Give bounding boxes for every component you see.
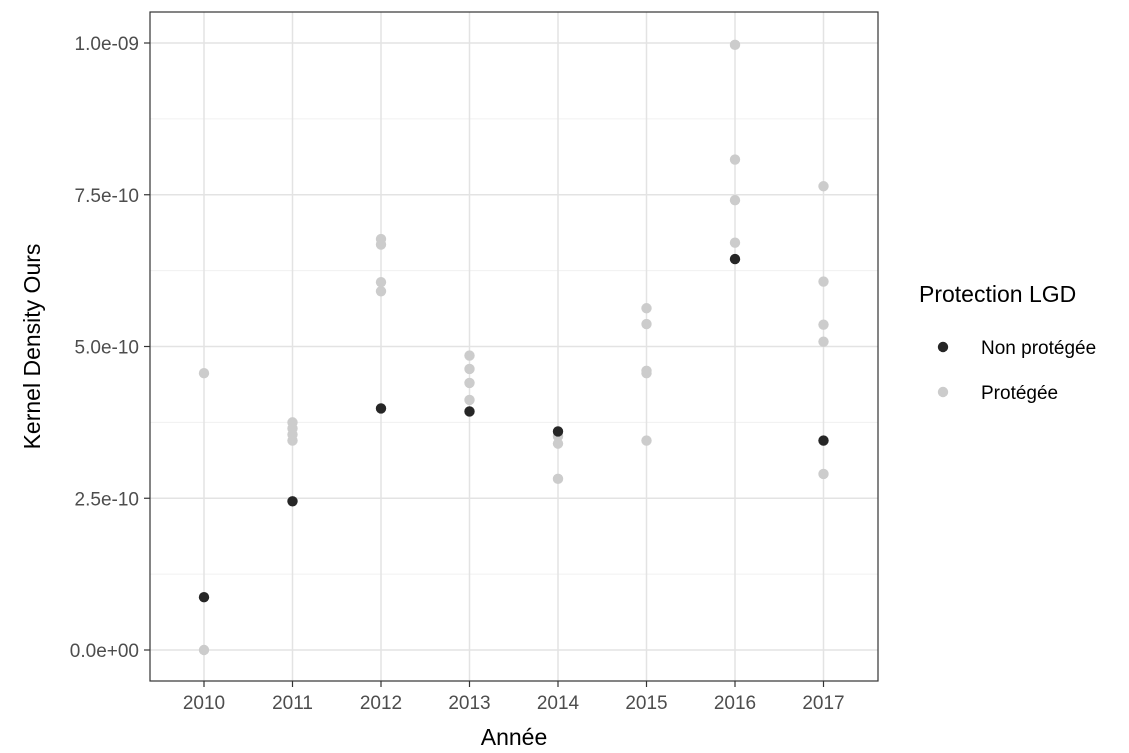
data-point: [198, 591, 210, 603]
data-point: [818, 336, 829, 347]
legend-title: Protection LGD: [919, 281, 1076, 307]
legend-label: Non protégée: [981, 338, 1096, 359]
y-tick-label: 2.5e-10: [75, 489, 139, 510]
x-tick-label: 2012: [360, 693, 402, 714]
data-point: [818, 435, 829, 446]
data-point: [818, 276, 829, 287]
y-tick-label: 7.5e-10: [75, 186, 139, 207]
data-point: [287, 417, 298, 428]
data-point: [818, 319, 829, 330]
data-point: [729, 195, 741, 206]
minor-gridlines: [150, 118, 878, 575]
data-point: [198, 368, 210, 379]
data-point: [552, 426, 564, 437]
data-point: [375, 276, 387, 288]
data-point: [641, 303, 652, 314]
x-axis-title: Année: [481, 724, 548, 750]
data-points: [198, 39, 829, 656]
x-axis: 2010 2011 2012 2013 2014 2015 2016 2017: [183, 681, 845, 714]
x-tick-label: 2014: [537, 693, 580, 714]
data-point: [641, 435, 652, 446]
data-point: [641, 318, 652, 330]
data-point: [464, 377, 475, 389]
data-point: [729, 253, 741, 265]
data-point: [729, 154, 741, 165]
y-tick-label: 5.0e-10: [75, 338, 139, 359]
x-tick-label: 2015: [625, 693, 667, 714]
data-point: [818, 468, 829, 480]
y-tick-label: 1.0e-09: [75, 34, 139, 55]
legend-key: [937, 341, 949, 353]
data-point: [375, 403, 387, 414]
data-point: [198, 644, 210, 656]
data-point: [641, 365, 652, 376]
x-tick-label: 2016: [714, 693, 756, 714]
y-axis: 0.0e+00 2.5e-10 5.0e-10 7.5e-10 1.0e-09: [70, 34, 150, 662]
x-tick-label: 2010: [183, 693, 225, 714]
data-point: [729, 39, 741, 51]
data-point: [287, 496, 298, 507]
data-point: [464, 350, 475, 361]
data-point: [464, 406, 475, 417]
data-point: [818, 181, 829, 192]
x-tick-label: 2017: [802, 693, 844, 714]
data-point: [552, 473, 564, 485]
legend: Protection LGD Non protégée Protégée: [919, 281, 1096, 404]
data-point: [729, 237, 741, 248]
legend-label: Protégée: [981, 383, 1058, 404]
x-tick-label: 2013: [448, 693, 490, 714]
y-axis-title: Kernel Density Ours: [19, 244, 45, 450]
data-point: [375, 286, 387, 297]
data-point: [464, 394, 475, 406]
legend-key: [937, 386, 949, 398]
data-point: [552, 438, 564, 449]
data-point: [464, 363, 475, 375]
x-tick-label: 2011: [272, 693, 313, 714]
y-tick-label: 0.0e+00: [70, 641, 139, 662]
data-point: [375, 233, 387, 245]
